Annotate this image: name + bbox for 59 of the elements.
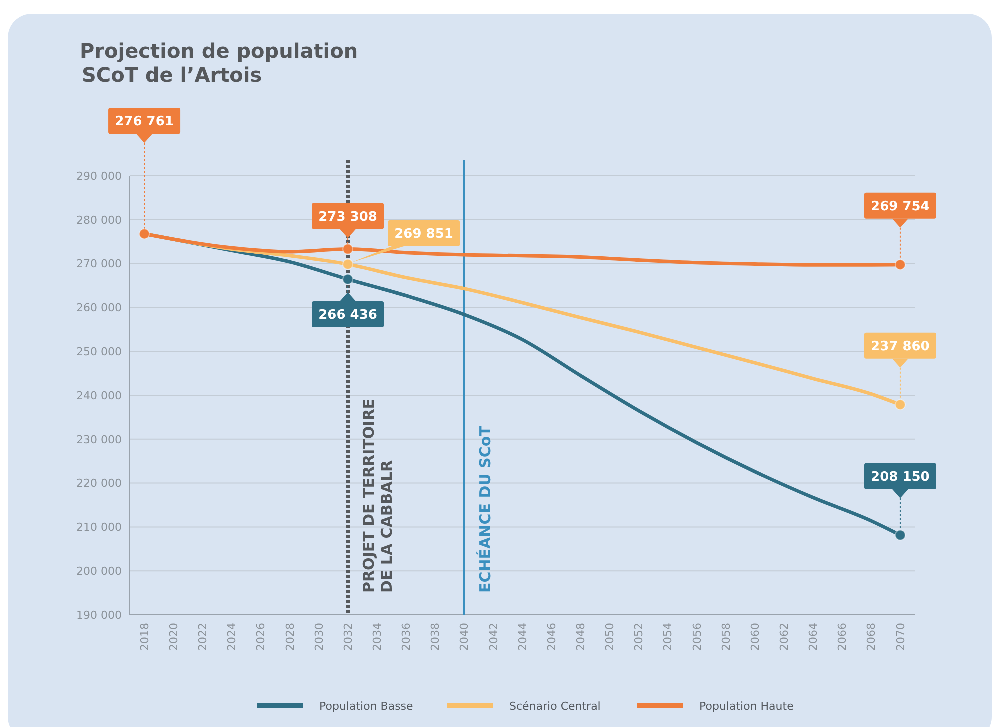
x-tick-label: 2060 [748,623,762,651]
x-tick-label: 2032 [342,623,355,651]
ref-line-label: ECHÉANCE DU SCoT [476,425,494,593]
y-tick-label: 250 000 [76,345,122,358]
data-label: 273 308 [318,210,378,225]
y-tick-label: 200 000 [76,564,122,578]
y-tick-label: 230 000 [76,433,122,446]
point [894,399,906,410]
data-label: 208 150 [871,470,930,485]
y-tick-label: 260 000 [76,302,122,315]
point [894,530,906,541]
data-label: 266 436 [318,308,378,323]
y-tick-label: 220 000 [76,477,122,490]
x-tick-label: 2028 [284,623,297,651]
point [342,274,354,285]
y-tick-label: 270 000 [76,258,122,271]
x-tick-label: 2018 [138,623,152,651]
x-tick-label: 2070 [894,623,908,651]
chart-subtitle: SCoT de l’Artois [82,63,262,87]
y-tick-label: 280 000 [76,214,122,227]
data-label: 269 754 [871,199,930,214]
point [139,228,150,240]
ref-line-label: PROJET DE TERRITOIRE DE LA CABBALR [360,398,396,593]
x-tick-label: 2042 [487,623,500,651]
x-tick-label: 2034 [370,623,384,651]
data-label: 269 851 [394,227,454,242]
data-label: 276 761 [115,114,174,130]
x-tick-label: 2044 [516,623,530,651]
x-tick-label: 2020 [167,623,180,651]
x-tick-label: 2050 [604,623,617,651]
x-tick-label: 2026 [254,623,268,651]
x-tick-label: 2046 [545,623,558,651]
x-tick-label: 2068 [865,623,878,651]
point [342,258,354,270]
x-tick-label: 2030 [312,623,326,651]
data-label: 237 860 [871,339,930,354]
legend-label: Population Haute [700,700,794,713]
x-tick-label: 2062 [778,623,792,651]
x-tick-label: 2066 [836,623,850,651]
x-tick-label: 2022 [196,623,210,651]
x-tick-label: 2058 [720,623,733,651]
x-tick-label: 2038 [429,623,442,651]
x-tick-label: 2064 [807,623,820,651]
y-tick-label: 190 000 [76,608,122,622]
y-tick-label: 290 000 [76,170,122,183]
x-tick-label: 2024 [226,623,239,651]
x-tick-label: 2040 [458,623,472,651]
x-tick-label: 2056 [690,623,704,651]
x-tick-label: 2036 [400,623,414,651]
legend-label: Scénario Central [510,700,601,713]
point [894,259,906,270]
legend-label: Population Basse [320,700,414,713]
chart-title: Projection de population [80,39,358,63]
y-tick-label: 240 000 [76,389,122,402]
x-tick-label: 2052 [632,623,646,651]
y-tick-label: 210 000 [76,521,122,534]
x-tick-label: 2048 [574,623,588,651]
x-tick-label: 2054 [662,623,675,651]
point [342,244,354,255]
